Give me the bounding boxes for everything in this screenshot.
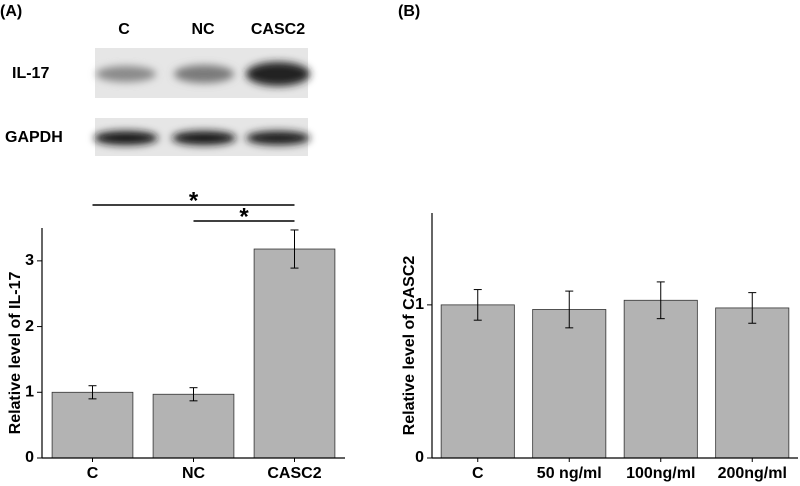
blot-band	[246, 62, 310, 86]
x-tick-label: CASC2	[267, 465, 321, 482]
error-bar	[656, 281, 665, 320]
error-bar	[88, 385, 97, 400]
row-label: IL-17	[12, 65, 49, 82]
blot-band	[246, 131, 310, 145]
panel-label: (A)	[0, 3, 22, 20]
y-tick-label: 0	[415, 449, 424, 466]
blot-band	[174, 65, 234, 83]
x-tick-label: 50 ng/ml	[537, 465, 602, 482]
x-tick-label: 100ng/ml	[626, 465, 695, 482]
western-blot: C NC CASC2 IL-17 GAPDH	[5, 21, 310, 156]
y-tick-label: 1	[25, 384, 34, 401]
significance-mark: *	[239, 203, 249, 230]
error-bar	[473, 289, 482, 321]
blot-band	[94, 131, 158, 145]
lane-label: CASC2	[251, 21, 305, 38]
bar	[715, 307, 790, 459]
y-axis-label: Relative level of IL-17	[7, 272, 24, 435]
row-label: GAPDH	[5, 129, 63, 146]
error-bar	[748, 292, 757, 324]
blot-band	[96, 66, 156, 82]
panel-label: (B)	[398, 3, 420, 20]
lane-label: C	[118, 21, 130, 38]
error-bar	[189, 387, 198, 402]
bar	[152, 393, 235, 459]
error-bar	[565, 290, 574, 329]
significance-mark: *	[189, 187, 199, 214]
bar	[623, 299, 698, 459]
blot-band	[172, 131, 236, 145]
y-tick-label: 2	[25, 318, 34, 335]
y-axis-label: Relative level of CASC2	[401, 256, 418, 436]
x-tick-label: C	[472, 465, 484, 482]
bar	[532, 309, 607, 459]
bar	[440, 304, 515, 459]
y-tick-label: 1	[415, 296, 424, 313]
x-tick-label: 200ng/ml	[718, 465, 787, 482]
x-tick-label: NC	[182, 465, 206, 482]
y-tick-label: 3	[25, 252, 34, 269]
x-tick-label: C	[87, 465, 99, 482]
error-bar	[290, 229, 299, 269]
lane-label: NC	[191, 21, 215, 38]
y-tick-label: 0	[25, 449, 34, 466]
bar	[51, 391, 134, 459]
bar	[253, 248, 336, 459]
